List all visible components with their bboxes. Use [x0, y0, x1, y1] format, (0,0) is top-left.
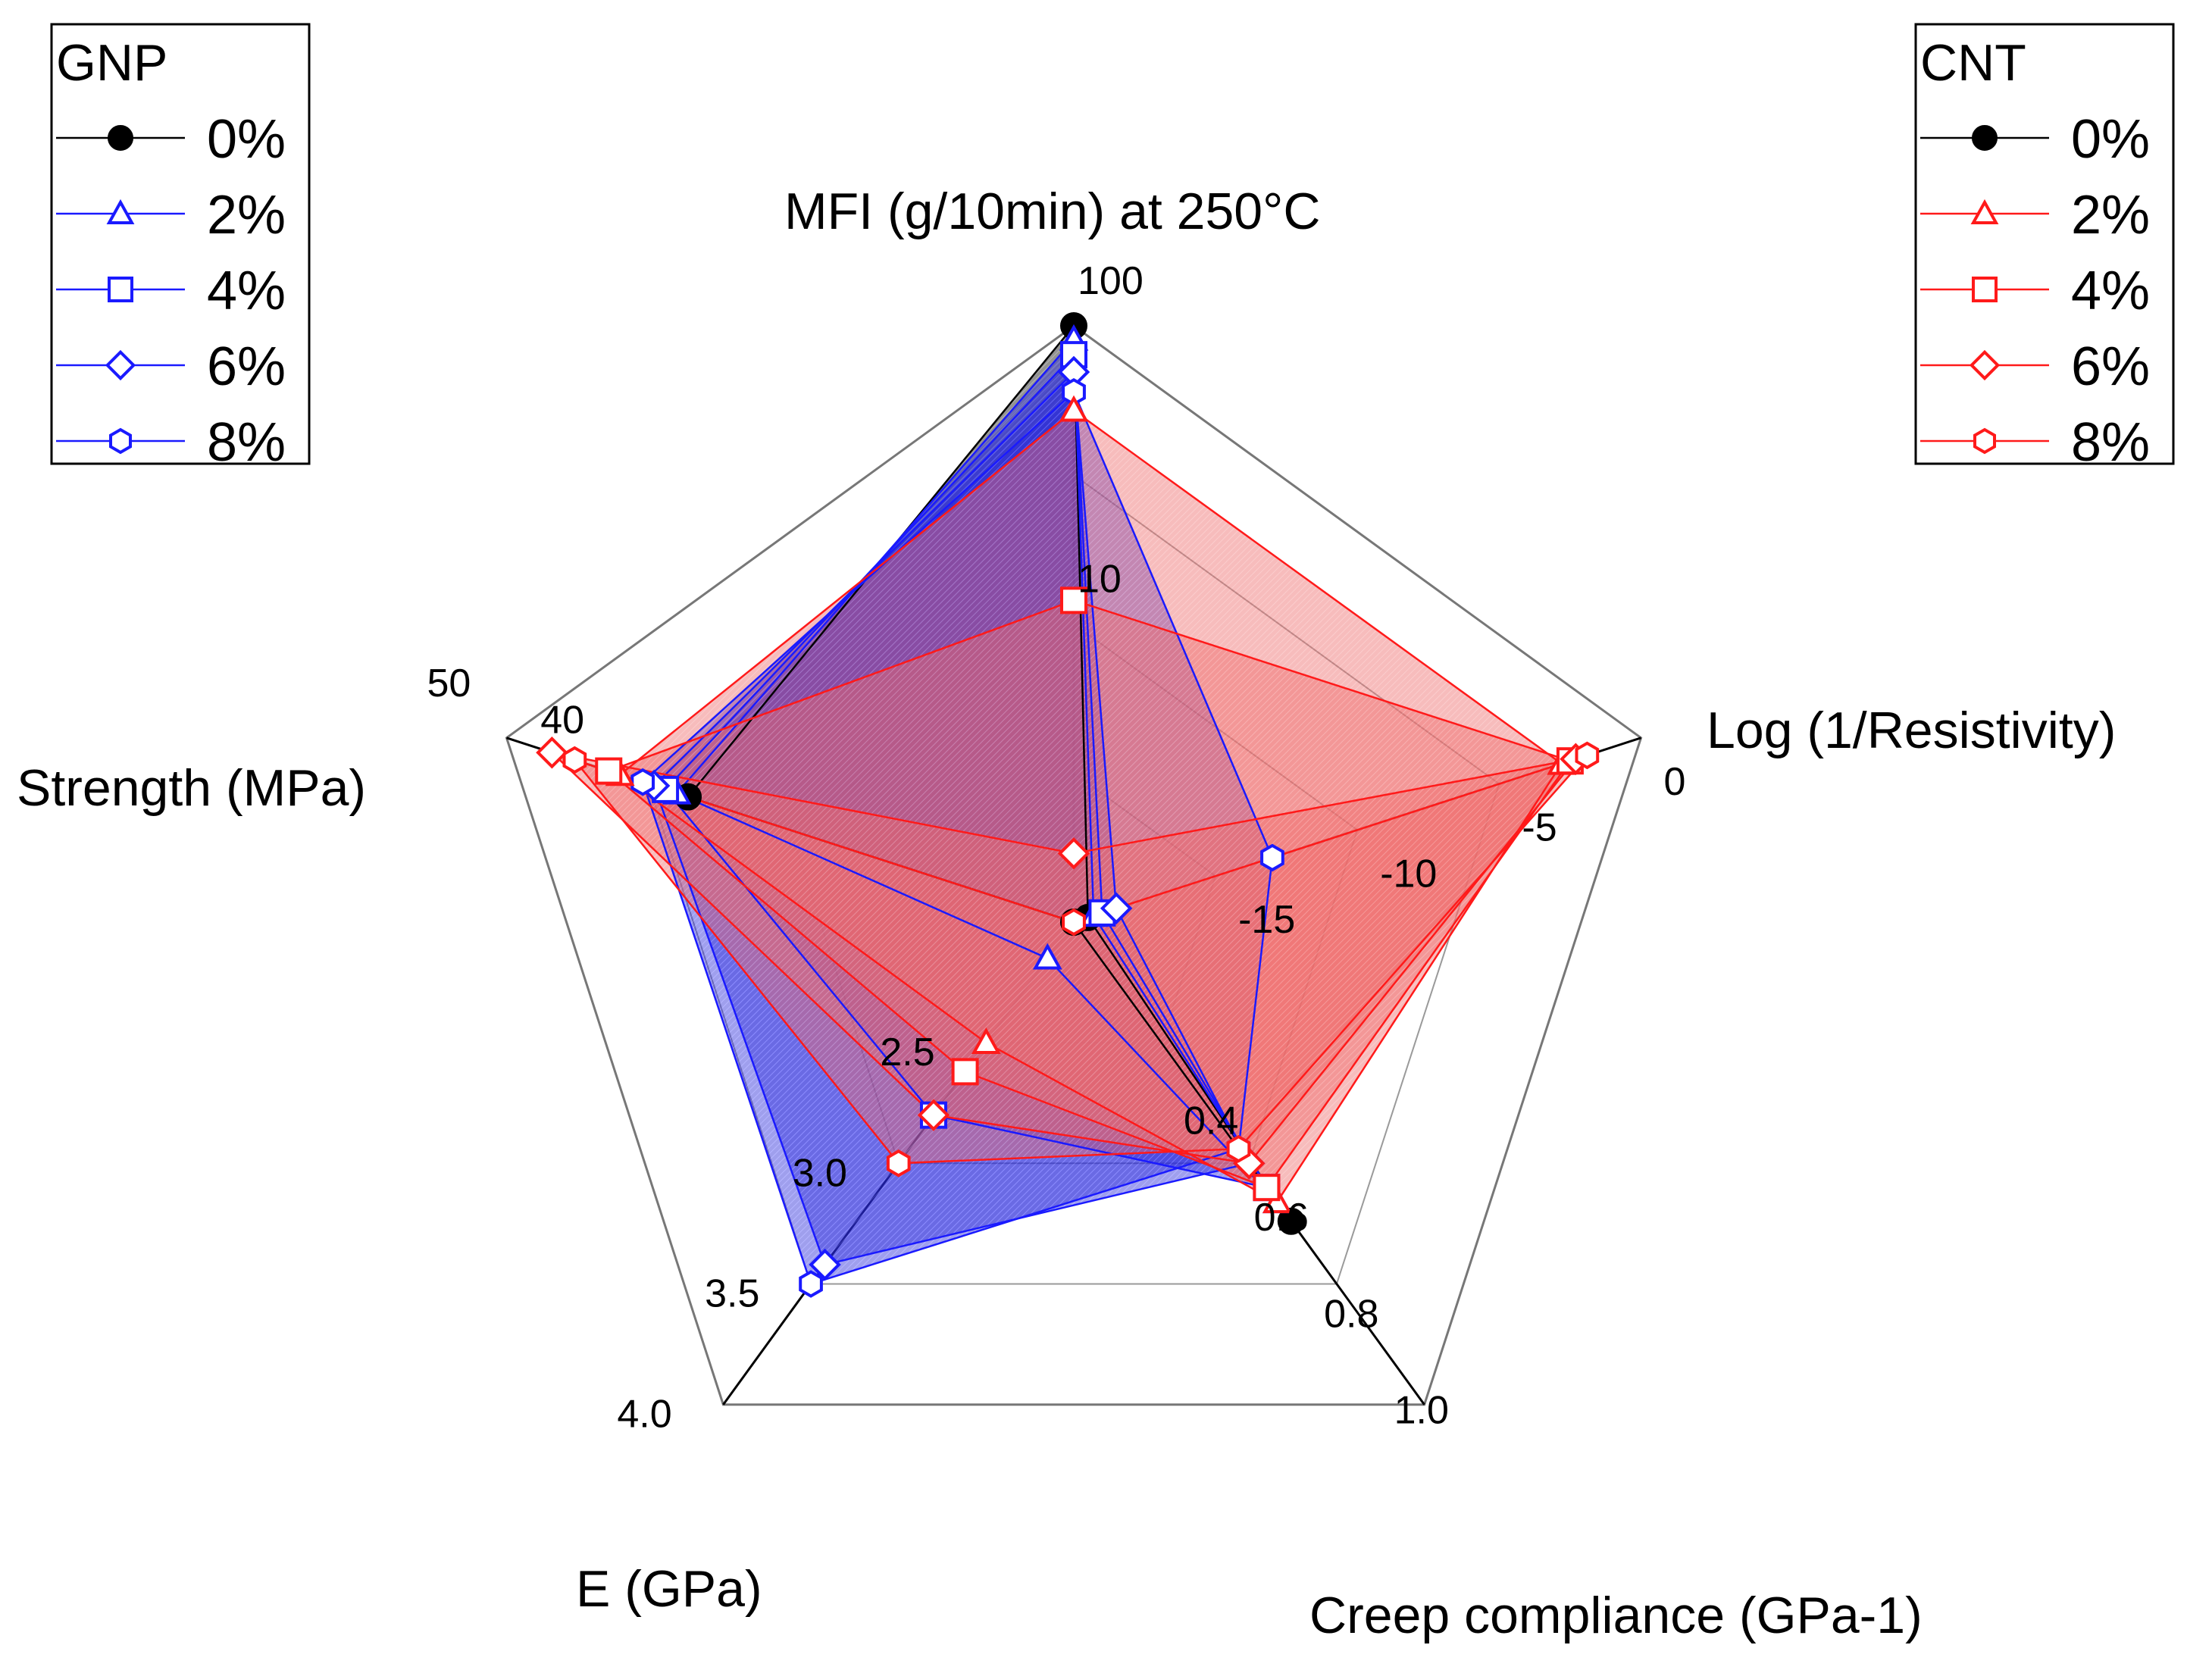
point-square-6-mfi	[1060, 586, 1087, 615]
tick-label-conductivity-3: -15	[1238, 898, 1295, 942]
point-diamond-3-conductivity	[1100, 892, 1133, 924]
tick-label-mfi-0: 100	[1078, 259, 1144, 303]
tick-label-modulus-2: 3.0	[793, 1151, 847, 1195]
series-line-6	[606, 599, 1572, 1189]
point-triangle-5-modulus	[971, 1027, 1001, 1054]
series-line-2	[664, 352, 1269, 1190]
series-line-4	[641, 390, 1274, 1286]
point-hexagon-8-creep	[1226, 1134, 1251, 1163]
point-diamond-7-strength	[536, 736, 568, 769]
point-diamond-3-modulus	[809, 1248, 841, 1281]
tick-label-creep-3: 0.4	[1184, 1099, 1238, 1143]
tick-label-modulus-0: 4.0	[617, 1393, 671, 1437]
series-line-5	[618, 409, 1563, 1203]
point-square-6-modulus	[951, 1058, 979, 1086]
axis-title-conductivity: Log (1/Resistivity)	[1707, 702, 2116, 759]
tick-label-mfi-1: 10	[1078, 558, 1122, 602]
point-hexagon-4-mfi	[1062, 377, 1086, 406]
axis-title-mfi: MFI (g/10min) at 250°C	[784, 183, 1320, 240]
tick-label-conductivity-0: 0	[1664, 760, 1686, 804]
point-hexagon-8-conductivity	[1575, 741, 1600, 770]
legend-marker-gnp-0	[108, 125, 133, 151]
legend-marker-gnp-4	[109, 427, 132, 455]
legend-marker-cnt-1	[1970, 199, 1999, 224]
legend-gnp-title: GNP	[56, 34, 167, 92]
legend-marker-gnp-2	[108, 277, 133, 302]
legend-gnp: GNP 0% 2% 4% 6% 8%	[50, 23, 311, 473]
tick-label-conductivity-1: -5	[1522, 806, 1557, 850]
legend-label-cnt-3: 6%	[2071, 336, 2150, 397]
legend-gnp-box	[50, 23, 311, 465]
point-diamond-7-mfi	[1057, 837, 1090, 870]
tick-label-conductivity-2: -10	[1380, 852, 1437, 896]
tick-label-strength-0: 50	[427, 661, 471, 705]
legend-label-gnp-4: 8%	[207, 412, 286, 473]
series-line-1	[675, 336, 1278, 1203]
tick-label-modulus-3: 2.5	[880, 1030, 934, 1074]
legend-label-gnp-3: 6%	[207, 336, 286, 397]
legend-label-cnt-4: 8%	[2071, 412, 2150, 473]
legend-label-cnt-2: 4%	[2071, 261, 2150, 321]
legend-marker-cnt-4	[1973, 427, 1996, 455]
axis-labels: MFI (g/10min) at 250°C Log (1/Resistivity…	[17, 183, 2116, 1644]
point-circle-0-creep	[1277, 1207, 1305, 1235]
axis-title-modulus: E (GPa)	[576, 1560, 762, 1618]
series-line-3	[652, 370, 1251, 1266]
point-triangle-1-modulus	[1032, 943, 1062, 970]
axis-title-creep: Creep compliance (GPa-1)	[1309, 1587, 1923, 1644]
point-hexagon-4-conductivity	[1260, 843, 1284, 872]
point-hexagon-4-strength	[630, 768, 655, 796]
series-lines	[549, 323, 1591, 1286]
legend-label-gnp-0: 0%	[207, 109, 286, 170]
legend-marker-cnt-3	[1969, 349, 2001, 381]
series-fill-8	[574, 755, 1588, 1164]
point-square-6-strength	[595, 757, 623, 785]
legend-label-gnp-2: 4%	[207, 261, 286, 321]
tick-label-strength-1: 40	[540, 698, 584, 742]
legend-marker-gnp-1	[106, 199, 135, 224]
point-hexagon-4-modulus	[799, 1270, 823, 1298]
series-line-7	[549, 751, 1578, 1165]
legend-label-gnp-1: 2%	[207, 185, 286, 245]
legend-label-cnt-0: 0%	[2071, 109, 2150, 170]
point-hexagon-8-strength	[562, 746, 587, 774]
series-markers	[536, 312, 1600, 1298]
point-square-6-creep	[1253, 1174, 1281, 1202]
point-triangle-5-mfi	[1059, 395, 1089, 422]
legend-cnt-box	[1914, 23, 2175, 465]
tick-label-creep-0: 1.0	[1394, 1389, 1449, 1433]
legend-marker-gnp-3	[105, 349, 136, 381]
legend-label-cnt-1: 2%	[2071, 185, 2150, 245]
point-diamond-7-modulus	[917, 1099, 950, 1131]
axis-title-strength: Strength (MPa)	[17, 759, 366, 817]
legend-marker-cnt-2	[1972, 277, 1998, 302]
legend-marker-cnt-0	[1972, 125, 1998, 151]
grid-outer-ring	[505, 324, 1643, 1406]
legend-cnt-title: CNT	[1920, 34, 2026, 92]
point-hexagon-8-modulus	[886, 1149, 911, 1177]
tick-label-creep-2: 0.6	[1254, 1196, 1309, 1240]
point-hexagon-8-mfi	[1062, 908, 1086, 937]
legend-cnt: CNT 0% 2% 4% 6% 8%	[1914, 23, 2175, 473]
tick-label-modulus-1: 3.5	[705, 1272, 759, 1316]
tick-label-creep-1: 0.8	[1324, 1292, 1378, 1336]
